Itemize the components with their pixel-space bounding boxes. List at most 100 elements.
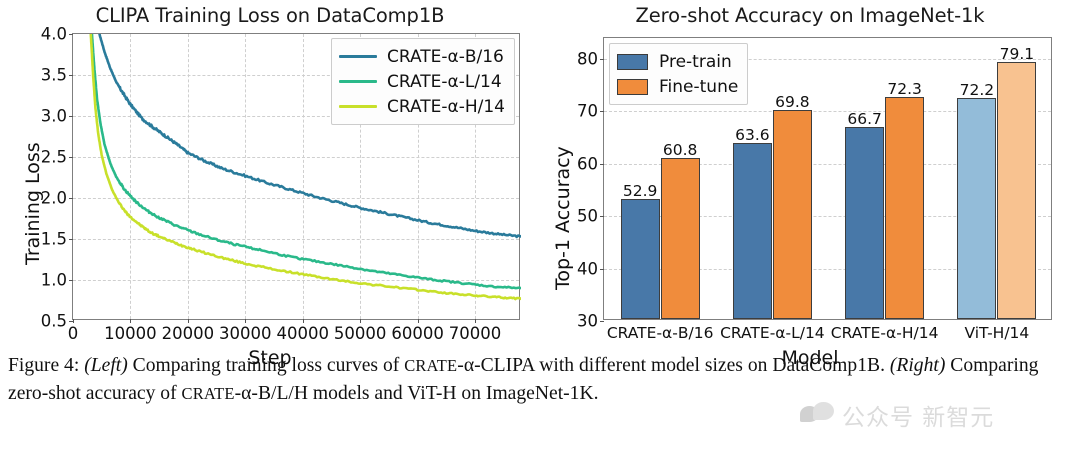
bar[interactable] — [885, 97, 925, 319]
y-tick-mark — [69, 75, 73, 76]
legend-label: CRATE-α-B/16 — [386, 46, 504, 67]
bar[interactable] — [660, 157, 700, 319]
left-y-axis-label: Training Loss — [22, 142, 44, 265]
y-tick-label: 4.0 — [40, 24, 67, 44]
bar-value-label: 72.2 — [959, 80, 995, 99]
legend-color-swatch — [617, 78, 648, 95]
bar-value-label: 79.1 — [999, 44, 1035, 63]
bar[interactable] — [620, 199, 660, 319]
gridline — [475, 34, 477, 319]
y-tick-mark — [600, 58, 604, 60]
legend-item[interactable]: CRATE-α-L/14 — [338, 69, 505, 94]
y-tick-label: 2.5 — [40, 147, 67, 167]
x-tick-label: 20000 — [161, 324, 215, 343]
x-tick-label: 50000 — [333, 324, 387, 343]
gridline — [604, 163, 1051, 165]
legend-item[interactable]: Fine-tune — [617, 74, 738, 99]
x-tick-label: 40000 — [276, 324, 329, 343]
caption-text-4: -α-B/L/H models and ViT-H on ImageNet-1K… — [234, 382, 599, 404]
loss-curve — [89, 34, 521, 301]
x-tick-label: 10000 — [104, 324, 157, 343]
legend-item[interactable]: Pre-train — [617, 49, 738, 74]
loss-curves — [89, 34, 521, 301]
y-tick-label: 1.0 — [40, 270, 67, 290]
figure-area: CLIPA Training Loss on DataComp1B 0.5 1.0… — [0, 0, 1080, 369]
caption-smallcaps-2: CRATE — [181, 383, 235, 403]
y-tick-label: 1.5 — [40, 229, 67, 249]
gridline — [73, 75, 519, 76]
y-tick-mark — [69, 34, 73, 35]
gridline — [302, 34, 304, 319]
bar[interactable] — [997, 61, 1037, 319]
right-x-axis-label: Model — [781, 347, 839, 369]
caption-figure-label: Figure 4: — [8, 355, 85, 376]
y-tick-label: 0.5 — [40, 311, 67, 331]
legend-color-swatch — [617, 53, 648, 70]
y-tick-label: 30 — [577, 311, 598, 331]
caption-right-tag: (Right) — [889, 355, 946, 376]
zeroshot-accuracy-chart-panel: Zero-shot Accuracy on ImageNet-1k 30 40 50… — [540, 0, 1080, 369]
y-tick-label: 70 — [577, 101, 598, 121]
legend-line-swatch — [338, 54, 377, 59]
x-tick-mark — [130, 319, 132, 323]
gridline — [604, 216, 1051, 218]
y-tick-label: 40 — [577, 259, 598, 279]
y-tick-mark — [600, 163, 604, 165]
bar-value-label: 69.8 — [775, 93, 810, 112]
y-tick-mark — [69, 116, 73, 117]
y-tick-mark — [600, 216, 604, 218]
caption-text-2: -α-CLIPA with different model sizes on D… — [457, 355, 890, 376]
y-tick-label: 3.0 — [40, 106, 67, 126]
y-tick-label: 60 — [577, 154, 598, 174]
gridline — [360, 34, 362, 319]
x-tick-label: 70000 — [448, 324, 502, 343]
legend-line-swatch — [338, 79, 377, 84]
gridline — [73, 116, 519, 117]
training-loss-chart-panel: CLIPA Training Loss on DataComp1B 0.5 1.0… — [0, 0, 540, 369]
bar-category-label: CRATE-α-B/16 — [606, 324, 714, 342]
y-tick-mark — [69, 198, 73, 199]
loss-curve — [98, 34, 521, 239]
right-chart-legend[interactable]: Pre-train Fine-tune — [609, 43, 749, 105]
bar-category-label: ViT-H/14 — [964, 324, 1030, 342]
bar-value-label: 63.6 — [735, 125, 770, 144]
left-chart-title: CLIPA Training Loss on DataComp1B — [95, 4, 445, 27]
x-tick-mark — [302, 319, 304, 323]
y-tick-mark — [69, 321, 73, 322]
caption-text-1: Comparing training loss curves of — [127, 355, 405, 376]
gridline — [604, 111, 1051, 113]
y-tick-label: 50 — [577, 206, 598, 226]
gridline — [73, 239, 519, 240]
left-x-axis-label: Step — [248, 347, 292, 369]
y-tick-mark — [600, 268, 604, 270]
left-plot-area: 0.5 1.0 1.5 2.0 2.5 3.0 3.5 4.0 0 10000 20000 3000… — [41, 25, 521, 343]
x-tick-mark — [475, 319, 477, 323]
gridline — [73, 280, 519, 281]
bar[interactable] — [772, 110, 812, 319]
legend-item[interactable]: CRATE-α-B/16 — [338, 44, 505, 69]
caption-smallcaps-1: CRATE — [404, 356, 458, 375]
legend-item[interactable]: CRATE-α-H/14 — [338, 94, 505, 119]
gridline — [604, 268, 1051, 270]
x-tick-mark — [187, 319, 189, 323]
bar[interactable] — [957, 97, 997, 319]
bar[interactable] — [845, 126, 885, 319]
left-chart-legend[interactable]: CRATE-α-B/16 CRATE-α-L/14 CRATE-α-H/14 — [330, 38, 515, 125]
gridline — [130, 34, 132, 319]
x-tick-mark — [73, 319, 74, 323]
x-tick-mark — [360, 319, 362, 323]
y-tick-mark — [69, 239, 73, 240]
y-tick-label: 3.5 — [40, 65, 67, 85]
bar-value-label: 60.8 — [662, 140, 698, 159]
bar-value-label: 52.9 — [622, 181, 658, 200]
y-tick-mark — [600, 111, 604, 113]
legend-label: CRATE-α-L/14 — [386, 71, 502, 92]
bar-value-label: 72.3 — [887, 80, 922, 99]
bar[interactable] — [732, 142, 772, 319]
bar-category-label: CRATE-α-L/14 — [720, 324, 825, 342]
bar-category-label: CRATE-α-H/14 — [830, 324, 939, 342]
legend-line-swatch — [338, 104, 377, 109]
legend-label: CRATE-α-H/14 — [386, 96, 505, 117]
y-tick-label: 80 — [577, 49, 598, 69]
y-tick-mark — [600, 321, 604, 322]
